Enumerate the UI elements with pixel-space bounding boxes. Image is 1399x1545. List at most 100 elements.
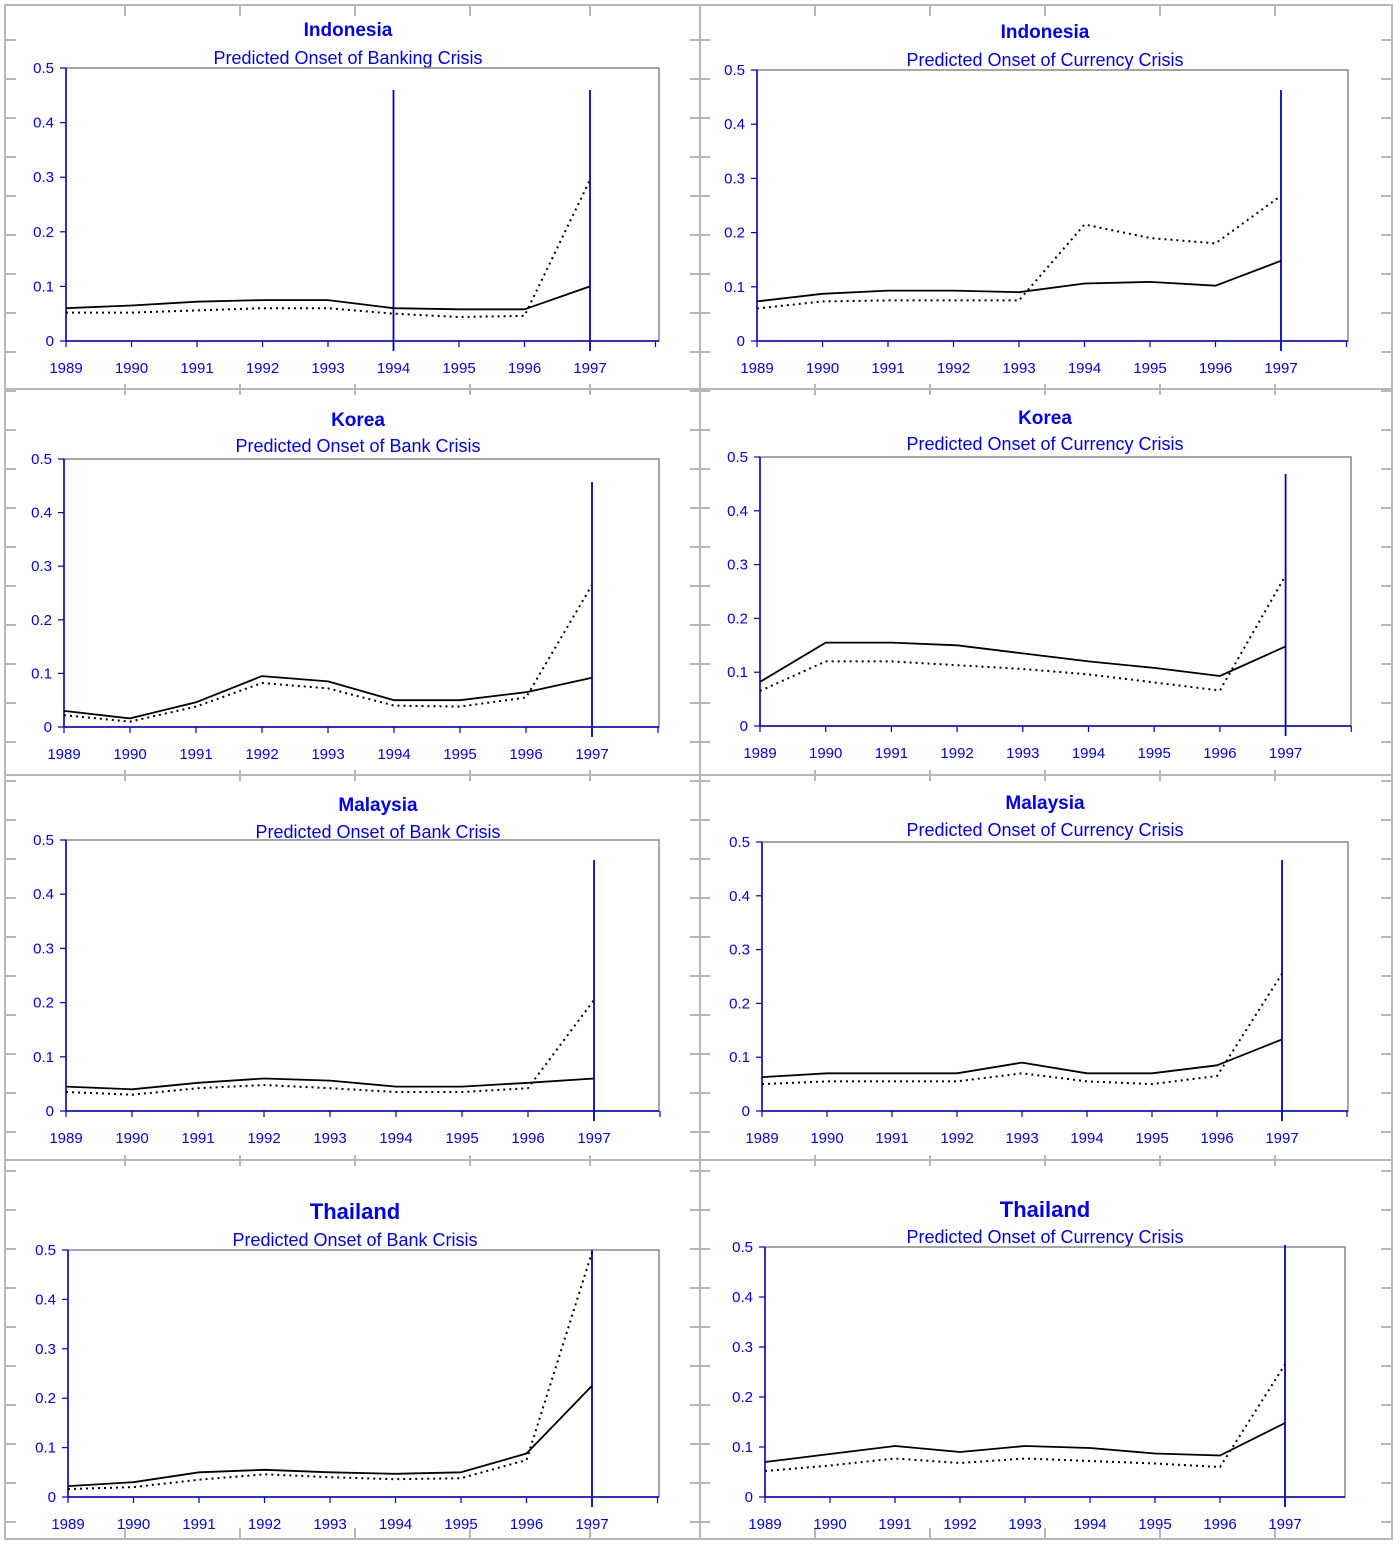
sheet-border <box>4 4 1393 1540</box>
x-tick-label: 1994 <box>1070 1130 1103 1147</box>
x-tick-label: 1993 <box>1002 360 1035 377</box>
y-tick-label: 0.4 <box>729 888 750 905</box>
y-tick-label: 0.1 <box>33 1049 54 1066</box>
y-tick-label: 0.4 <box>727 503 748 520</box>
plot-area <box>764 1246 1346 1498</box>
y-tick-label: 0.1 <box>724 279 745 296</box>
x-tick-label: 1993 <box>1005 1130 1038 1147</box>
y-tick-label: 0.2 <box>31 612 52 629</box>
x-tick-label: 1989 <box>743 745 776 762</box>
x-tick-label: 1996 <box>1203 745 1236 762</box>
chart-title: Malaysia <box>338 795 418 816</box>
y-tick-label: 0.2 <box>35 1390 56 1407</box>
x-tick-label: 1989 <box>748 1516 781 1533</box>
y-tick-label: 0.1 <box>727 664 748 681</box>
y-tick-label: 0.4 <box>35 1291 56 1308</box>
y-tick-label: 0.3 <box>729 942 750 959</box>
chart-subtitle: Predicted Onset of Currency Crisis <box>906 434 1183 454</box>
y-tick-label: 0.4 <box>33 115 54 132</box>
x-tick-label: 1991 <box>871 360 904 377</box>
x-tick-label: 1991 <box>181 1130 214 1147</box>
chart-subtitle: Predicted Onset of Currency Crisis <box>906 50 1183 70</box>
y-tick-label: 0.5 <box>729 834 750 851</box>
x-tick-label: 1997 <box>575 1516 608 1533</box>
x-tick-label: 1995 <box>444 1516 477 1533</box>
x-tick-label: 1993 <box>313 1130 346 1147</box>
x-tick-label: 1995 <box>443 746 476 763</box>
x-tick-label: 1990 <box>806 360 839 377</box>
y-tick-label: 0.3 <box>35 1341 56 1358</box>
plot-area <box>65 67 660 342</box>
x-tick-label: 1997 <box>1269 745 1302 762</box>
y-tick-label: 0.1 <box>732 1439 753 1456</box>
x-tick-label: 1990 <box>810 1130 843 1147</box>
chart-subtitle: Predicted Onset of Bank Crisis <box>232 1230 477 1250</box>
chart-subtitle: Predicted Onset of Currency Crisis <box>906 820 1183 840</box>
chart-panel-2: Indonesia Predicted Onset of Currency Cri… <box>724 22 1349 377</box>
series-line-solid <box>761 1038 1283 1078</box>
chart-title: Thailand <box>1000 1197 1090 1222</box>
series-line-dotted <box>65 999 595 1096</box>
x-tick-label: 1991 <box>875 1130 908 1147</box>
series-line-dotted <box>63 584 593 723</box>
chart-subtitle: Predicted Onset of Bank Crisis <box>235 436 480 456</box>
y-tick-label: 0 <box>48 1489 56 1506</box>
x-tick-label: 1992 <box>943 1516 976 1533</box>
x-tick-label: 1989 <box>49 1130 82 1147</box>
y-tick-label: 0 <box>46 333 54 350</box>
y-tick-label: 0.2 <box>732 1389 753 1406</box>
x-tick-label: 1995 <box>1135 1130 1168 1147</box>
series-line-solid <box>764 1422 1286 1463</box>
x-tick-label: 1991 <box>875 745 908 762</box>
chart-panel-1: Indonesia Predicted Onset of Banking Cris… <box>33 20 660 377</box>
x-tick-label: 1993 <box>311 746 344 763</box>
x-tick-label: 1997 <box>1264 360 1297 377</box>
y-tick-label: 0.5 <box>732 1239 753 1256</box>
x-tick-label: 1997 <box>577 1130 610 1147</box>
series-line-solid <box>65 1077 595 1091</box>
x-tick-label: 1996 <box>1199 360 1232 377</box>
x-tick-label: 1995 <box>1133 360 1166 377</box>
x-tick-label: 1990 <box>809 745 842 762</box>
chart-panel-8: Thailand Predicted Onset of Currency Cris… <box>732 1197 1346 1533</box>
x-tick-label: 1997 <box>575 746 608 763</box>
y-tick-label: 0.2 <box>729 995 750 1012</box>
y-tick-label: 0.3 <box>724 170 745 187</box>
x-tick-label: 1989 <box>51 1516 84 1533</box>
x-tick-label: 1994 <box>1073 1516 1106 1533</box>
x-tick-label: 1992 <box>245 746 278 763</box>
chart-subtitle: Predicted Onset of Currency Crisis <box>906 1227 1183 1247</box>
y-tick-label: 0.5 <box>35 1242 56 1259</box>
x-tick-label: 1992 <box>940 745 973 762</box>
series-line-dotted <box>66 179 591 318</box>
y-tick-label: 0.3 <box>727 557 748 574</box>
y-tick-label: 0.5 <box>33 832 54 849</box>
x-tick-label: 1993 <box>1008 1516 1041 1533</box>
series-line-solid <box>759 641 1286 683</box>
chart-subtitle: Predicted Onset of Bank Crisis <box>255 822 500 842</box>
x-tick-label: 1996 <box>508 360 541 377</box>
y-tick-label: 0 <box>737 333 745 350</box>
y-tick-label: 0.2 <box>724 225 745 242</box>
y-tick-label: 0.4 <box>33 886 54 903</box>
y-tick-label: 0.1 <box>33 278 54 295</box>
y-tick-label: 0 <box>44 719 52 736</box>
chart-panel-3: Korea Predicted Onset of Bank Crisis 0 0.1 0… <box>31 410 660 763</box>
y-tick-label: 0 <box>46 1103 54 1120</box>
y-tick-label: 0.4 <box>724 116 745 133</box>
x-tick-label: 1993 <box>313 1516 346 1533</box>
y-tick-label: 0.1 <box>35 1440 56 1457</box>
y-tick-label: 0.2 <box>33 995 54 1012</box>
y-tick-label: 0.1 <box>729 1049 750 1066</box>
plot-area <box>67 1249 660 1498</box>
plot-area <box>63 458 660 728</box>
series-line-dotted <box>67 1252 593 1491</box>
chart-title: Thailand <box>310 1199 400 1224</box>
x-tick-label: 1990 <box>115 1130 148 1147</box>
x-tick-label: 1995 <box>445 1130 478 1147</box>
y-tick-label: 0.5 <box>727 449 748 466</box>
chart-title: Indonesia <box>304 20 393 41</box>
series-line-solid <box>67 1385 593 1487</box>
x-tick-label: 1996 <box>509 746 542 763</box>
